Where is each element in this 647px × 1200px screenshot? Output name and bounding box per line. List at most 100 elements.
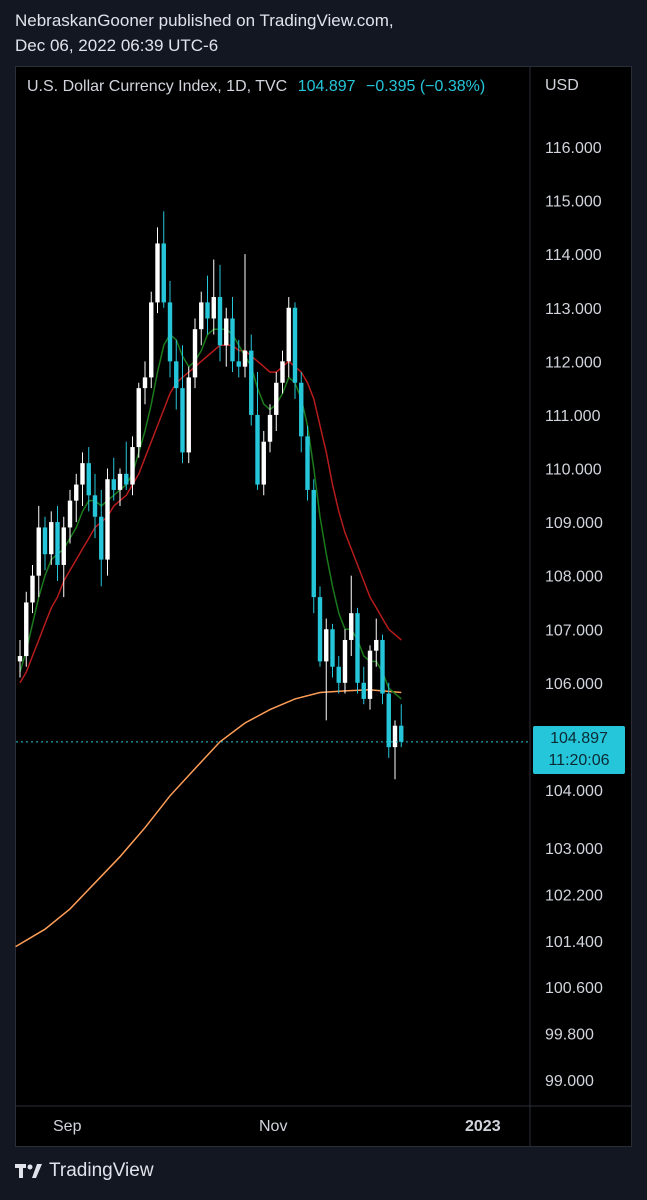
candle-body: [299, 382, 304, 437]
candle: [67, 489, 73, 544]
candle-body: [36, 527, 41, 576]
y-tick-label: 116.000: [545, 140, 602, 157]
candle: [92, 473, 98, 539]
candle: [324, 618, 329, 721]
y-tick-label: 101.400: [545, 934, 603, 951]
candle-body: [267, 414, 273, 442]
candle-body: [224, 318, 229, 346]
legend-price: 104.897: [297, 78, 356, 95]
candle-body: [280, 361, 285, 383]
candle-body: [230, 318, 235, 362]
candle-body: [242, 350, 248, 367]
candle-body: [399, 725, 404, 742]
candle-body: [86, 463, 91, 496]
y-tick-label: 103.000: [545, 841, 603, 858]
last-price-value: 104.897: [550, 730, 608, 747]
y-tick-label: 113.000: [545, 301, 602, 318]
candle: [399, 704, 404, 748]
candle: [349, 575, 354, 657]
candle: [142, 361, 148, 405]
x-label-nov: Nov: [259, 1118, 288, 1135]
candle-body: [386, 693, 391, 748]
candle: [36, 506, 41, 598]
candle-body: [324, 629, 329, 662]
candle-body: [55, 522, 60, 565]
candle-body: [149, 302, 154, 378]
candle-body: [124, 473, 129, 485]
candle: [292, 302, 298, 399]
candle: [255, 372, 260, 490]
publish-date: Dec 06, 2022 06:39 UTC-6: [15, 36, 219, 55]
candle: [42, 516, 48, 571]
y-tick-label: 114.000: [545, 247, 602, 264]
candle-body: [117, 473, 123, 490]
footer-brand[interactable]: TradingView: [15, 1160, 154, 1182]
y-tick-label: 107.000: [545, 622, 603, 639]
candle: [186, 366, 191, 464]
y-tick-label: 108.000: [545, 569, 603, 586]
candle: [99, 489, 104, 587]
candle-body: [211, 297, 216, 319]
candle-body: [292, 307, 298, 383]
candle-body: [305, 436, 310, 490]
publisher-line: NebraskanGooner published on TradingView…: [15, 11, 394, 30]
candle: [74, 473, 79, 523]
ma-mid-line: [19, 344, 402, 684]
candle: [111, 457, 116, 501]
candle-body: [17, 656, 23, 662]
candle-body: [380, 639, 385, 694]
candle: [205, 275, 210, 335]
candle: [17, 639, 23, 678]
footer-brand-name: TradingView: [49, 1160, 154, 1181]
candle-body: [99, 516, 104, 560]
candle: [49, 511, 54, 565]
y-tick-label: 109.000: [545, 515, 603, 532]
candle: [30, 564, 35, 614]
y-tick-label: 102.200: [545, 887, 603, 904]
candle-body: [217, 297, 223, 346]
candle: [305, 425, 310, 501]
legend-change: −0.395 (−0.38%): [365, 78, 486, 95]
candle: [117, 468, 123, 507]
candle-body: [167, 302, 173, 362]
y-tick-label: 99.000: [545, 1073, 594, 1090]
ma-slow-line: [15, 689, 402, 948]
symbol-name: U.S. Dollar Currency Index, 1D, TVC: [27, 78, 288, 95]
candle-body: [42, 527, 48, 555]
candle: [124, 441, 129, 490]
candle: [242, 254, 248, 378]
candle: [192, 318, 198, 389]
candle: [386, 682, 391, 758]
candle-body: [180, 388, 185, 453]
currency-label[interactable]: USD: [545, 77, 579, 94]
candle-body: [192, 329, 198, 378]
candle: [86, 447, 91, 512]
last-price-tag: 104.897 11:20:06: [533, 726, 625, 774]
candle-body: [61, 527, 66, 565]
candle: [105, 468, 110, 576]
candle-body: [236, 361, 241, 367]
candle-body: [105, 479, 110, 560]
candle-body: [330, 629, 335, 667]
candle: [155, 227, 160, 314]
candle: [80, 452, 85, 507]
candle: [224, 307, 229, 367]
publish-header: NebraskanGooner published on TradingView…: [15, 8, 394, 58]
candle-body: [155, 243, 160, 303]
candle: [267, 404, 273, 453]
candle-body: [367, 650, 373, 699]
candle: [161, 211, 166, 308]
candle-body: [142, 377, 148, 389]
candle-body: [311, 489, 316, 598]
bar-countdown: 11:20:06: [548, 752, 610, 769]
candle-body: [355, 613, 360, 683]
x-label-sep: Sep: [53, 1118, 82, 1135]
y-tick-label: 106.000: [545, 676, 603, 693]
candle-body: [161, 243, 166, 303]
candle-body: [174, 361, 179, 389]
candle-body: [186, 377, 191, 453]
candle: [299, 372, 304, 453]
chart-frame[interactable]: [15, 66, 632, 1147]
y-tick-label: 104.000: [545, 783, 603, 800]
